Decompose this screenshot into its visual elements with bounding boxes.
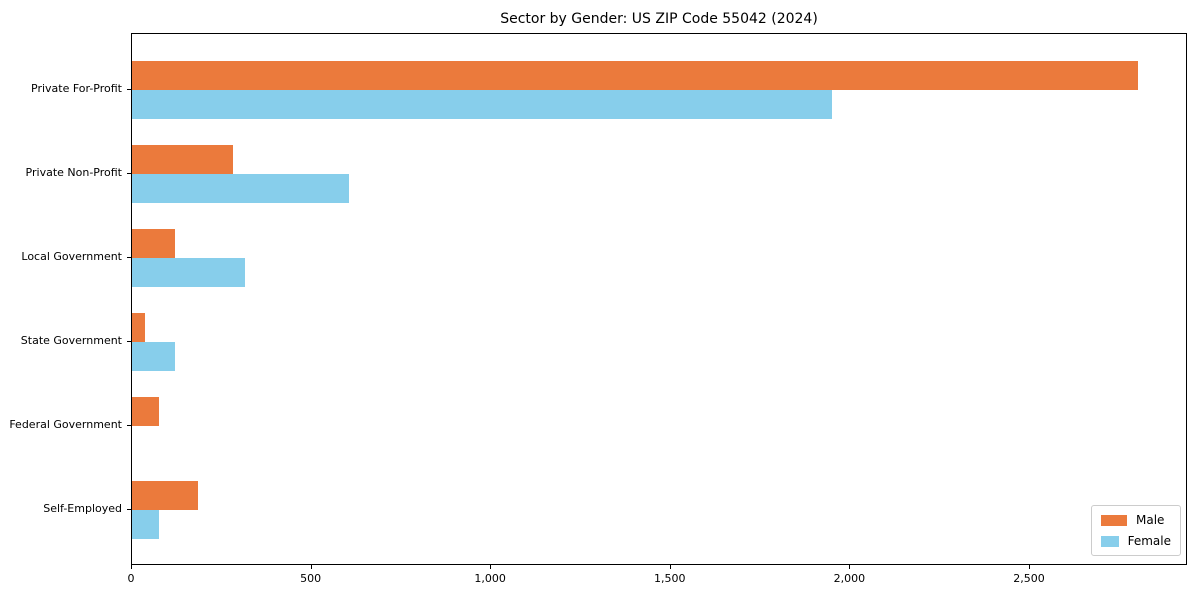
x-tick-label-2500: 2,500 — [1013, 572, 1045, 585]
bar-male-private-non-profit — [132, 144, 233, 174]
y-tick-mark — [127, 172, 131, 174]
bar-female-local-government — [132, 257, 246, 287]
y-label-self-employed: Self-Employed — [43, 501, 122, 515]
x-tick-mark — [1028, 565, 1030, 569]
x-tick-mark — [849, 565, 851, 569]
y-tick-mark — [127, 340, 131, 342]
x-tick-mark — [490, 565, 492, 569]
bar-female-state-government — [132, 341, 176, 371]
legend-item-male: Male — [1101, 513, 1171, 527]
y-label-private-non-profit: Private Non-Profit — [25, 165, 122, 179]
y-label-private-for-profit: Private For-Profit — [31, 81, 122, 95]
x-tick-label-1000: 1,000 — [474, 572, 506, 585]
y-tick-mark — [127, 88, 131, 90]
bar-female-self-employed — [132, 509, 159, 539]
plot-area: Male Female — [131, 33, 1187, 565]
legend-label-male: Male — [1136, 513, 1165, 527]
x-tick-label-500: 500 — [300, 572, 322, 585]
bar-male-self-employed — [132, 480, 199, 510]
y-label-state-government: State Government — [20, 333, 122, 347]
chart-title: Sector by Gender: US ZIP Code 55042 (202… — [500, 11, 818, 27]
y-label-federal-government: Federal Government — [9, 417, 122, 431]
legend: Male Female — [1091, 505, 1181, 556]
y-tick-mark — [127, 256, 131, 258]
bar-male-private-for-profit — [132, 60, 1138, 90]
x-tick-label-0: 0 — [127, 572, 135, 585]
y-tick-mark — [127, 508, 131, 510]
legend-label-female: Female — [1127, 534, 1171, 548]
x-tick-label-2000: 2,000 — [833, 572, 866, 585]
y-label-local-government: Local Government — [21, 249, 122, 263]
x-tick-label-1500: 1,500 — [654, 572, 686, 585]
bar-male-state-government — [132, 312, 145, 342]
legend-swatch-male — [1101, 514, 1127, 526]
x-tick-mark — [131, 565, 132, 569]
legend-swatch-female — [1101, 535, 1119, 547]
legend-item-female: Female — [1101, 534, 1171, 548]
y-tick-mark — [127, 424, 131, 426]
bar-female-private-non-profit — [132, 173, 350, 203]
bar-male-local-government — [132, 228, 176, 258]
bar-female-private-for-profit — [132, 89, 833, 119]
bar-male-federal-government — [132, 396, 159, 426]
x-tick-mark — [310, 565, 312, 569]
x-tick-mark — [669, 565, 671, 569]
